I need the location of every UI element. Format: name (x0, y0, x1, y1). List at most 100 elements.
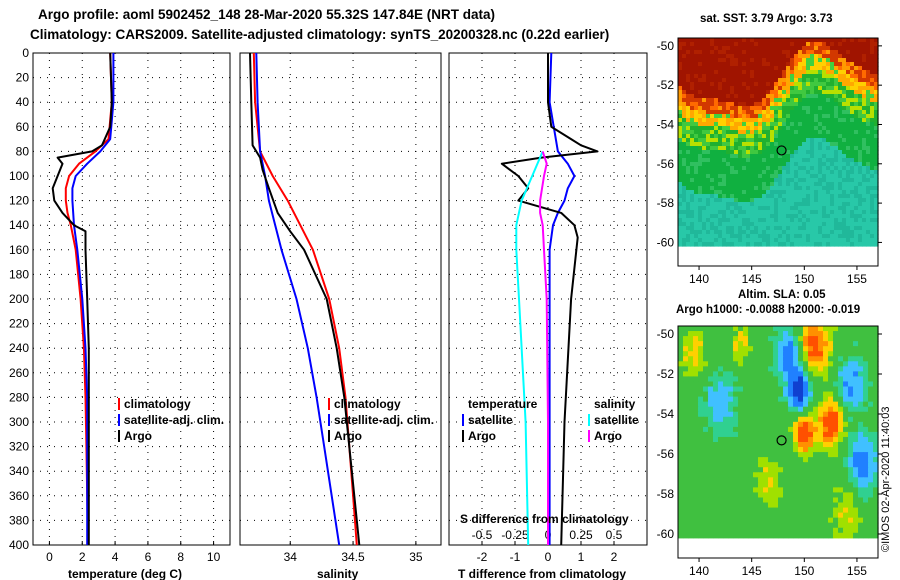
map-cell (754, 182, 759, 187)
map-cell (798, 527, 804, 534)
map-cell (848, 426, 854, 433)
map-cell (858, 222, 863, 227)
difference-legend-salinity: salinity satellite Argo (588, 397, 639, 443)
map-cell (778, 82, 783, 87)
map-cell (703, 447, 709, 453)
map-cell (802, 198, 807, 203)
map-cell (694, 78, 699, 83)
map-cell (730, 74, 735, 79)
map-cell (790, 234, 795, 239)
map-cell (763, 477, 769, 483)
map-cell (818, 102, 823, 107)
map-cell (678, 178, 683, 183)
map-cell (850, 142, 855, 147)
map-cell (774, 58, 779, 63)
map-cell (682, 126, 687, 131)
map-cell (833, 426, 839, 433)
map-cell (718, 487, 724, 494)
map-cell (718, 396, 724, 403)
map-cell (806, 142, 811, 147)
map-cell (723, 416, 729, 423)
map-cell (738, 341, 744, 347)
map-cell (766, 182, 771, 187)
map-cell (828, 452, 834, 458)
map-cell (703, 351, 709, 357)
map-cell (846, 154, 851, 159)
map-cell (713, 366, 719, 372)
map-cell (846, 178, 851, 183)
map-cell (826, 238, 831, 243)
map-cell (746, 190, 751, 195)
map-cell (730, 182, 735, 187)
map-cell (773, 351, 779, 357)
map-cell (703, 452, 709, 458)
y-tick-label: 260 (9, 366, 29, 380)
map-cell (750, 206, 755, 211)
map-cell (773, 472, 779, 478)
map-cell (854, 210, 859, 215)
map-cell (773, 336, 779, 342)
map-cell (828, 507, 834, 514)
map-cell (783, 507, 789, 514)
map-cell (786, 198, 791, 203)
map-cell (818, 406, 824, 413)
map-cell (694, 90, 699, 95)
map-cell (786, 182, 791, 187)
map-cell (714, 210, 719, 215)
map-cell (802, 162, 807, 167)
map-cell (846, 226, 851, 231)
map-cell (782, 62, 787, 67)
map-cell (743, 462, 749, 468)
map-cell (688, 497, 694, 504)
map-cell (742, 198, 747, 203)
map-cell (782, 142, 787, 147)
map-cell (754, 218, 759, 223)
map-cell (698, 222, 703, 227)
map-cell (828, 431, 834, 438)
sla-map-frame (677, 325, 879, 559)
map-cell (758, 166, 763, 171)
map-cell (870, 194, 875, 199)
map-cell (738, 457, 744, 463)
map-cell (714, 214, 719, 219)
map-cell (698, 230, 703, 235)
map-cell (778, 386, 784, 393)
map-cell (782, 226, 787, 231)
map-cell (838, 170, 843, 175)
map-cell (793, 411, 799, 418)
map-cell (714, 194, 719, 199)
map-cell (858, 522, 864, 529)
map-cell (794, 90, 799, 95)
map-cell (866, 190, 871, 195)
map-cell (693, 346, 699, 352)
map-cell (686, 178, 691, 183)
map-cell (774, 146, 779, 151)
map-cell (870, 154, 875, 159)
map-cell (843, 436, 849, 443)
map-cell (750, 230, 755, 235)
map-cell (818, 386, 824, 393)
map-cell (738, 396, 744, 403)
map-cell (742, 210, 747, 215)
map-cell (850, 222, 855, 227)
map-cell (790, 218, 795, 223)
map-cell (782, 194, 787, 199)
map-cell (758, 98, 763, 103)
map-cell (682, 226, 687, 231)
map-cell (683, 431, 689, 438)
map-cell (843, 346, 849, 352)
map-cell (810, 106, 815, 111)
map-cell (822, 222, 827, 227)
map-cell (733, 381, 739, 388)
map-cell (774, 214, 779, 219)
map-cell (698, 50, 703, 55)
map-cell (782, 90, 787, 95)
map-cell (754, 174, 759, 179)
map-cell (843, 452, 849, 458)
map-cell (678, 218, 683, 223)
map-cell (798, 42, 803, 47)
map-cell (713, 517, 719, 524)
map-cell (774, 166, 779, 171)
map-cell (743, 467, 749, 473)
map-cell (722, 82, 727, 87)
